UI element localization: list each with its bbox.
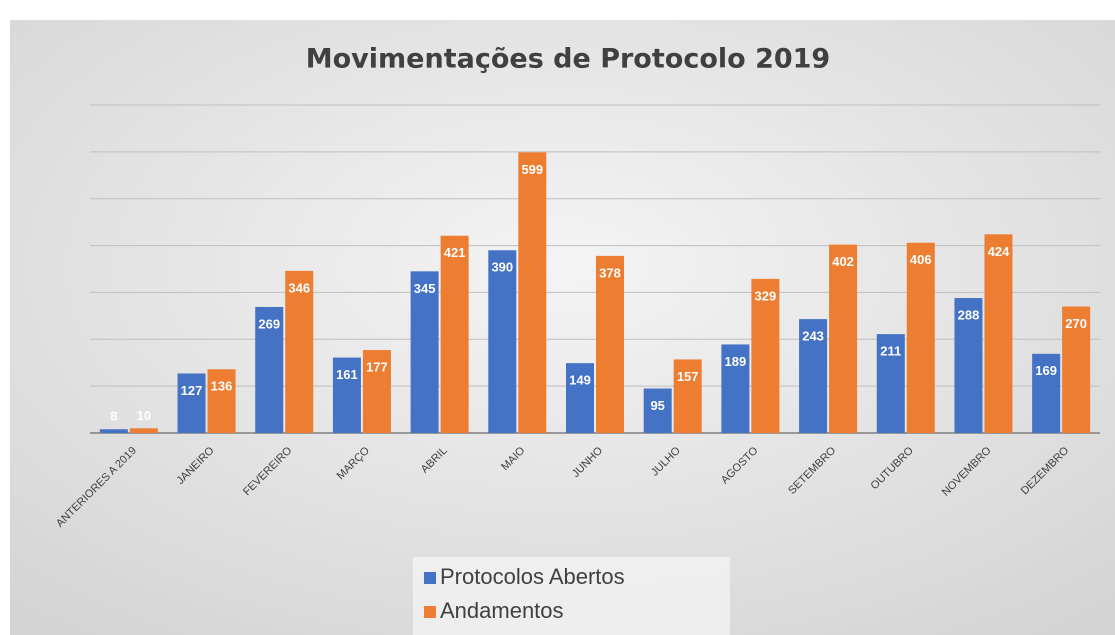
data-label: 189 — [725, 354, 747, 369]
chart-title: Movimentações de Protocolo 2019 — [306, 44, 830, 75]
bar — [410, 271, 439, 433]
data-label: 421 — [444, 245, 466, 260]
data-label: 95 — [650, 398, 664, 413]
data-label: 127 — [181, 383, 203, 398]
bar — [673, 359, 702, 433]
chart-background — [10, 20, 1115, 635]
data-label: 406 — [910, 252, 932, 267]
bar — [906, 242, 935, 433]
data-label: 345 — [414, 281, 436, 296]
bar — [1062, 306, 1091, 433]
bar — [362, 350, 391, 433]
data-label: 270 — [1065, 316, 1087, 331]
bar — [207, 369, 236, 433]
data-label: 136 — [211, 379, 233, 394]
legend-swatch — [424, 572, 436, 584]
bar — [876, 334, 905, 433]
legend-swatch — [424, 606, 436, 618]
data-label: 288 — [958, 307, 980, 322]
data-label: 10 — [137, 408, 151, 423]
data-label: 378 — [599, 265, 621, 280]
data-label: 329 — [755, 288, 777, 303]
bar — [440, 235, 469, 433]
bar — [285, 270, 314, 433]
data-label: 346 — [288, 280, 310, 295]
bar — [721, 344, 750, 433]
bar — [255, 306, 284, 433]
legend-label: Andamentos — [440, 598, 564, 623]
bar — [99, 429, 128, 433]
data-label: 390 — [491, 260, 513, 275]
legend-label: Protocolos Abertos — [440, 564, 625, 589]
data-label: 177 — [366, 360, 388, 375]
bar — [177, 373, 206, 433]
bar — [799, 319, 828, 433]
bar — [518, 152, 547, 433]
data-label: 599 — [521, 162, 543, 177]
bar — [596, 255, 624, 433]
data-label: 161 — [336, 367, 358, 382]
data-label: 169 — [1035, 363, 1057, 378]
bar — [566, 363, 594, 433]
bar — [129, 428, 158, 433]
bar — [954, 298, 983, 433]
bar — [751, 278, 780, 433]
data-label: 402 — [832, 254, 854, 269]
bar — [984, 234, 1013, 433]
bar — [829, 244, 858, 433]
data-label: 8 — [110, 409, 117, 424]
data-label: 157 — [677, 369, 699, 384]
data-label: 269 — [258, 316, 280, 331]
data-label: 211 — [880, 344, 901, 359]
data-label: 149 — [569, 373, 591, 388]
bar — [643, 388, 672, 433]
data-label: 243 — [802, 329, 824, 344]
bar — [488, 250, 517, 433]
bar — [1032, 353, 1061, 433]
bar — [332, 357, 361, 433]
legend-box — [413, 557, 730, 635]
data-label: 424 — [988, 244, 1010, 259]
